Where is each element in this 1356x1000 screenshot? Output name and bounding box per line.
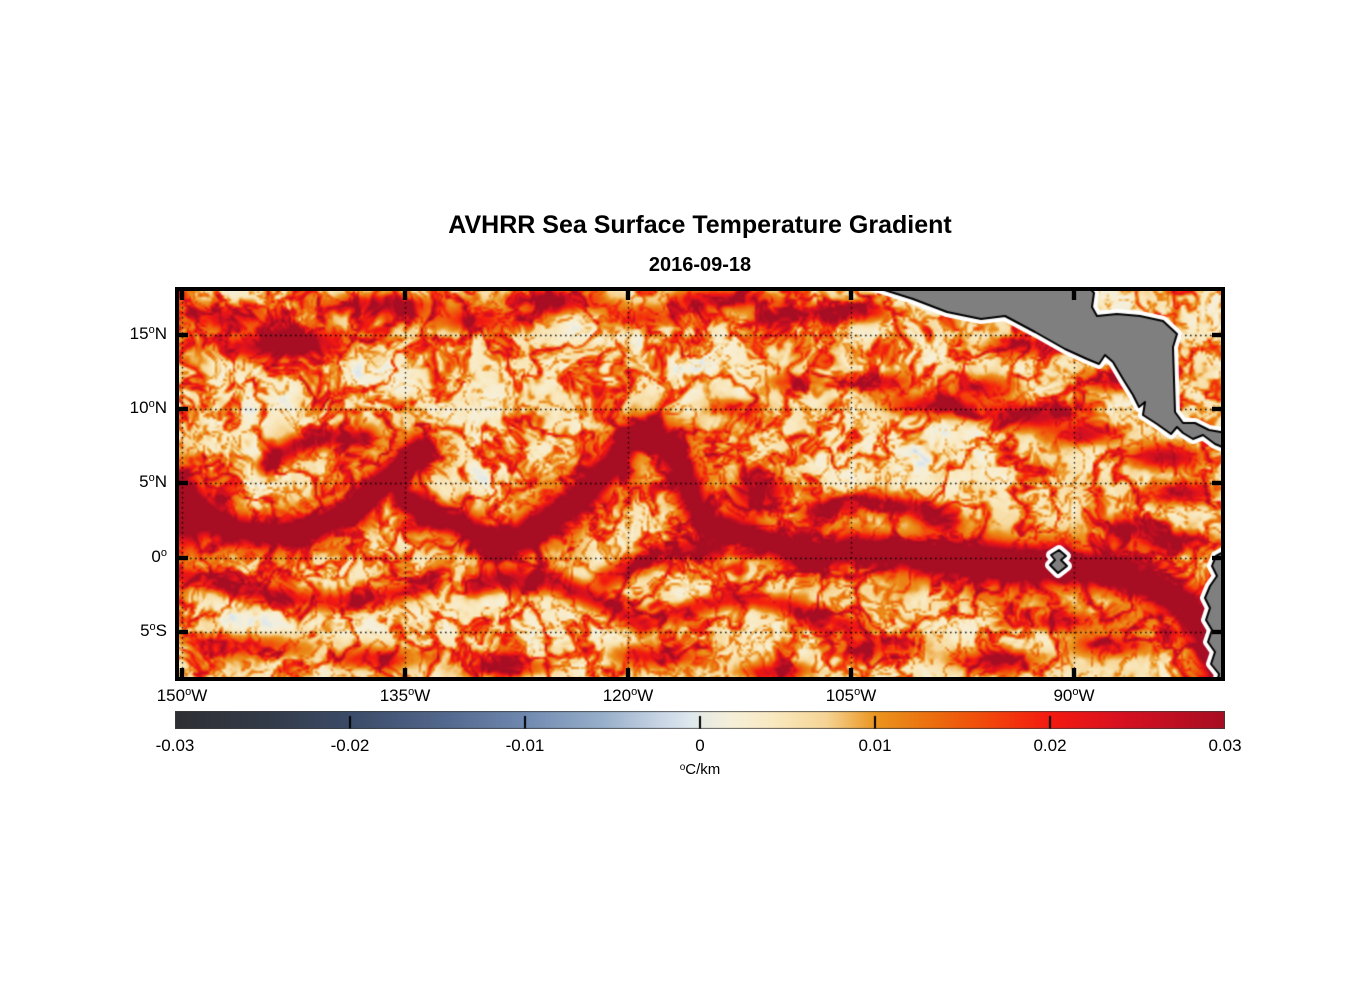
colorbar-tick-label: -0.01 xyxy=(505,736,545,755)
axis-tick xyxy=(1212,332,1225,338)
axis-tick xyxy=(625,287,631,300)
lat-tick-label: 5oS xyxy=(140,621,167,641)
axis-tick xyxy=(848,287,854,300)
lon-tick-label: 150oW xyxy=(156,686,208,705)
axis-tick xyxy=(1212,629,1225,635)
axis-tick xyxy=(402,287,408,300)
chart-subtitle: 2016-09-18 xyxy=(648,254,752,276)
colorbar-tick-label: 0 xyxy=(695,736,705,755)
axis-tick xyxy=(625,668,631,681)
axis-tick xyxy=(175,555,188,561)
axis-tick xyxy=(175,332,188,338)
lon-tick-label: 120oW xyxy=(602,686,654,705)
sst-gradient-field-canvas xyxy=(175,287,1225,681)
axis-tick xyxy=(1212,480,1225,486)
axis-tick xyxy=(1212,406,1225,412)
map-area xyxy=(175,287,1225,681)
axis-tick xyxy=(175,629,188,635)
map-ticks-border-overlay xyxy=(175,287,1225,681)
colorbar-unit-label: oC/km xyxy=(175,761,1225,778)
lat-tick-label: 0o xyxy=(151,547,167,567)
degree-symbol: o xyxy=(679,762,686,773)
lon-axis-labels: 150oW 135oW 120oW 105oW 90oW xyxy=(157,686,1225,710)
lat-tick-label: 15oN xyxy=(129,324,167,344)
map-border xyxy=(175,287,1225,681)
colorbar-tick-label: -0.03 xyxy=(155,736,195,755)
axis-tick xyxy=(402,668,408,681)
chart-title: AVHRR Sea Surface Temperature Gradient xyxy=(448,211,952,239)
lat-tick-label: 5oN xyxy=(139,472,167,492)
axis-tick xyxy=(175,406,188,412)
colorbar-tick-label: 0.02 xyxy=(1033,736,1067,755)
lat-tick-label: 10oN xyxy=(129,398,167,418)
axis-tick xyxy=(1071,287,1077,300)
axis-tick xyxy=(179,287,185,300)
axis-tick xyxy=(1071,668,1077,681)
axis-tick xyxy=(848,668,854,681)
colorbar-tick-labels: -0.03 -0.02 -0.01 0 0.01 0.02 0.03 xyxy=(156,736,1242,758)
axis-tick xyxy=(1212,555,1225,561)
axis-tick xyxy=(175,480,188,486)
unit-text: C/km xyxy=(685,761,721,778)
lon-tick-label: 90oW xyxy=(1053,686,1095,705)
colorbar-canvas xyxy=(175,711,1225,729)
colorbar-tick-label: -0.02 xyxy=(330,736,370,755)
lat-axis-labels: 15oN 10oN 5oN 0o 5oS xyxy=(0,287,167,681)
colorbar-tick-label: 0.03 xyxy=(1208,736,1242,755)
lon-tick-label: 105oW xyxy=(825,686,877,705)
axis-tick xyxy=(179,668,185,681)
colorbar-tick-label: 0.01 xyxy=(858,736,892,755)
colorbar xyxy=(175,711,1225,729)
lon-tick-label: 135oW xyxy=(379,686,431,705)
